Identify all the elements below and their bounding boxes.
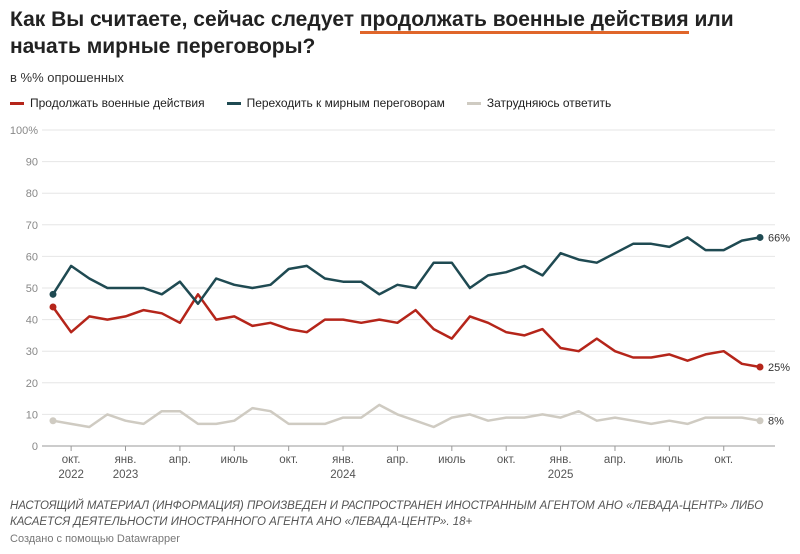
y-tick-label: 70 <box>26 220 38 232</box>
y-tick-label: 90 <box>26 157 38 169</box>
y-tick-label: 40 <box>26 315 38 327</box>
x-tick-label: июль <box>656 454 684 466</box>
x-tick-label: янв. <box>550 454 572 466</box>
series-line <box>52 403 761 429</box>
y-tick-label: 100% <box>10 125 38 137</box>
x-tick-label: окт. <box>714 454 733 466</box>
x-tick-label: июль <box>221 454 249 466</box>
x-tick-year: 2024 <box>330 469 356 481</box>
legend-item: Переходить к мирным переговорам <box>226 96 445 110</box>
end-dot <box>756 363 764 371</box>
y-tick-label: 30 <box>26 346 38 358</box>
series-line <box>51 236 761 306</box>
legend-label: Затрудняюсь ответить <box>486 96 612 110</box>
x-tick-label: окт. <box>497 454 516 466</box>
x-tick-label: янв. <box>115 454 137 466</box>
legend: Продолжать военные действия Переходить к … <box>10 96 611 110</box>
legend-label: Продолжать военные действия <box>30 96 205 110</box>
title-highlight: продолжать военные действия <box>359 8 689 34</box>
x-tick-label: апр. <box>604 454 626 466</box>
y-tick-label: 60 <box>26 251 38 263</box>
title-part: Как Вы считаете, сейчас следует <box>10 8 360 31</box>
x-tick-label: июль <box>438 454 466 466</box>
y-tick-label: 0 <box>32 441 38 453</box>
end-dot <box>756 417 764 425</box>
end-label: 66% <box>768 232 790 244</box>
x-tick-label: апр. <box>386 454 408 466</box>
end-label: 8% <box>768 416 784 428</box>
y-tick-label: 80 <box>26 188 38 200</box>
legend-item: Затрудняюсь ответить <box>466 96 612 110</box>
credit: Создано с помощью Datawrapper <box>10 533 180 545</box>
y-tick-label: 20 <box>26 378 38 390</box>
chart-title: Как Вы считаете, сейчас следует продолжа… <box>10 6 790 60</box>
x-tick-label: окт. <box>62 454 81 466</box>
x-tick-label: янв. <box>332 454 354 466</box>
start-dot <box>49 290 57 298</box>
legend-item: Продолжать военные действия <box>10 96 205 110</box>
series-line <box>51 293 761 369</box>
subtitle: в %% опрошенных <box>10 70 124 85</box>
legend-swatch <box>10 101 24 105</box>
end-dot <box>756 233 764 241</box>
end-label: 25% <box>768 362 790 374</box>
start-dot <box>49 417 57 425</box>
x-tick-label: окт. <box>279 454 298 466</box>
footnote: НАСТОЯЩИЙ МАТЕРИАЛ (ИНФОРМАЦИЯ) ПРОИЗВЕД… <box>10 500 764 528</box>
y-tick-label: 50 <box>26 283 38 295</box>
title-part: или начать мирные переговоры? <box>10 8 734 58</box>
x-tick-year: 2025 <box>548 469 574 481</box>
legend-swatch <box>226 101 241 105</box>
legend-swatch <box>466 101 481 105</box>
legend-label: Переходить к мирным переговорам <box>246 96 445 110</box>
y-tick-label: 10 <box>26 409 38 421</box>
x-tick-year: 2022 <box>58 469 84 481</box>
start-dot <box>49 303 57 311</box>
x-tick-label: апр. <box>169 454 191 466</box>
x-tick-year: 2023 <box>113 469 139 481</box>
